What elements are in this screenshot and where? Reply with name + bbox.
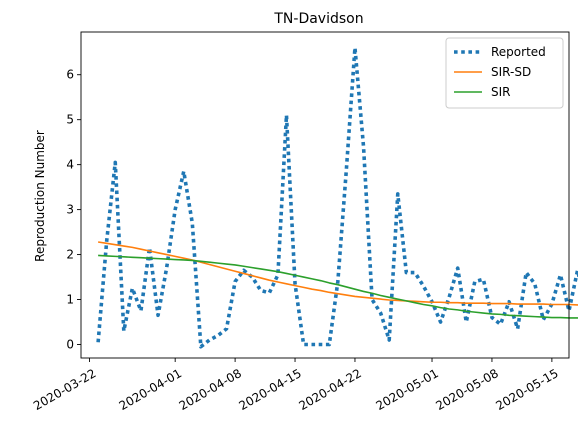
x-tick-label: 2020-05-01	[374, 366, 441, 413]
y-tick-label: 3	[66, 203, 74, 217]
x-tick-label: 2020-04-15	[237, 366, 304, 413]
legend-label: SIR	[491, 85, 511, 99]
y-tick-label: 6	[66, 68, 74, 82]
series-line-sir	[98, 254, 578, 319]
series-line-reported	[96, 45, 578, 349]
x-tick-label: 2020-04-08	[177, 366, 244, 413]
y-tick-label: 1	[66, 293, 74, 307]
x-tick-label: 2020-04-01	[117, 366, 184, 413]
x-tick-label: 2020-03-22	[31, 366, 98, 413]
legend-label: Reported	[491, 45, 546, 59]
legend: Reported SIR-SD SIR	[445, 37, 564, 109]
x-tick-label: 2020-05-15	[493, 366, 560, 413]
y-tick-label: 4	[66, 158, 74, 172]
chart-title: TN-Davidson	[273, 11, 363, 27]
x-tick-label: 2020-05-08	[433, 366, 500, 413]
y-tick-label: 5	[66, 113, 74, 127]
plot-content	[96, 45, 578, 349]
y-tick-label: 0	[66, 338, 74, 352]
legend-frame	[445, 37, 564, 109]
y-axis-label: Reproduction Number	[33, 130, 47, 262]
x-tick-label: 2020-04-22	[296, 366, 363, 413]
legend-label: SIR-SD	[491, 65, 531, 79]
series-line-sir-sd	[97, 241, 578, 306]
y-tick-label: 2	[66, 248, 74, 262]
axes-frame	[80, 31, 570, 359]
